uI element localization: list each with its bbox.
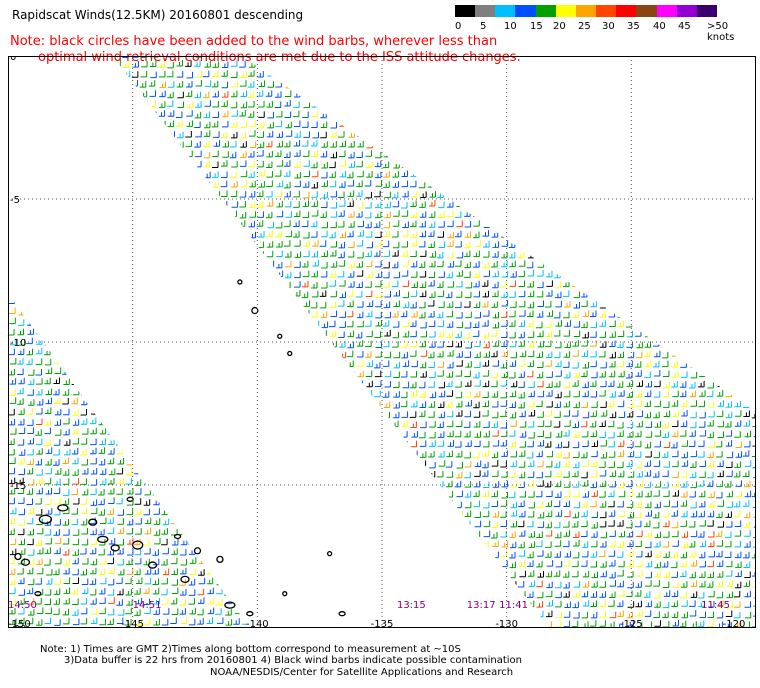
axis-labels: 0 -5 -10 -15 -20-150 -145 -140 -135 -130 -125 -120 [8, 56, 745, 628]
colorbar-swatch [656, 5, 677, 17]
wind-barb-map: 0 -5 -10 -15 -20-150 -145 -140 -135 -130 -125 -120… [8, 56, 756, 628]
island-outline [97, 535, 109, 543]
colorbar-label: 5 [480, 21, 487, 32]
longitude-label: -130 [495, 619, 518, 628]
island-outline [338, 611, 346, 617]
wind-speed-colorbar [455, 5, 718, 17]
longitude-label: -120 [723, 619, 746, 628]
longitude-label: -125 [620, 619, 643, 628]
island-outline [216, 555, 224, 564]
longitude-label: -150 [8, 619, 31, 628]
colorbar-swatch [616, 5, 637, 17]
island-outline [287, 350, 293, 357]
colorbar-label: 45 [678, 21, 691, 32]
island-outline [282, 591, 288, 597]
pass-time-label: 14:51 [133, 600, 162, 611]
island-outline [34, 591, 42, 597]
map-frame [8, 56, 756, 628]
colorbar-swatch [555, 5, 576, 17]
latitude-label: -5 [10, 195, 20, 206]
island-outline [14, 552, 22, 561]
pass-time-label: 13:17 [467, 600, 496, 611]
island-outline [20, 558, 31, 566]
colorbar-swatch [636, 5, 657, 17]
pass-time-label: 11:45 [701, 600, 730, 611]
wind-barbs [8, 293, 250, 606]
island-outline [326, 550, 333, 557]
colorbar-swatch [455, 5, 476, 17]
colorbar-swatch [535, 5, 556, 17]
note-line-2: optimal wind retrieval conditions are me… [38, 50, 521, 65]
colorbar-swatch [475, 5, 496, 17]
wind-swath [8, 293, 250, 626]
island-outlines [14, 279, 346, 617]
longitude-label: -140 [246, 619, 269, 628]
island-outline [110, 544, 120, 552]
pass-time-label: 13:15 [397, 600, 426, 611]
latitude-label: -15 [10, 481, 26, 492]
lat-lon-grid [8, 56, 756, 628]
note-line-1: Note: black circles have been added to t… [10, 34, 498, 49]
pass-time-label: 14:50 [8, 600, 37, 611]
island-outline [277, 333, 283, 339]
longitude-label: -145 [121, 619, 144, 628]
island-outline [173, 533, 182, 540]
colorbar-swatch [676, 5, 697, 17]
contamination-note: Note: black circles have been added to t… [10, 34, 521, 66]
latitude-label: -20 [10, 624, 26, 628]
pass-times: 14:50 14:51 13:15 13:17 11:41 11:45 [8, 600, 730, 611]
island-outline [237, 279, 243, 285]
island-outline [251, 306, 259, 315]
island-outline [88, 518, 98, 526]
island-outline [224, 601, 236, 609]
colorbar-label: 15 [530, 21, 543, 32]
pass-time-label: 11:41 [499, 600, 528, 611]
latitude-label: -10 [10, 338, 26, 349]
wind-barbs [9, 293, 250, 625]
colorbar-swatch [515, 5, 536, 17]
wind-barbs [36, 293, 242, 604]
longitude-label: -135 [371, 619, 394, 628]
colorbar-label: 35 [627, 21, 640, 32]
island-outline [193, 547, 202, 555]
footer-note-2: 3)Data buffer is 22 hrs from 20160801 4)… [64, 655, 522, 666]
map-title: Rapidscat Winds(12.5KM) 20160801 descend… [12, 8, 304, 22]
colorbar-swatch [575, 5, 597, 17]
wind-swath [112, 56, 756, 628]
colorbar-label: 0 [455, 21, 462, 32]
island-outline [180, 575, 190, 584]
colorbar-label: 10 [504, 21, 517, 32]
wind-barbs [8, 307, 250, 605]
colorbar-label: 40 [653, 21, 666, 32]
island-outline [57, 504, 69, 512]
colorbar-labels: 0 5 10 15 20 25 30 35 40 45 >50 knots [455, 21, 755, 43]
footer-note-1: Note: 1) Times are GMT 2)Times along bot… [40, 644, 461, 655]
island-outline [147, 561, 158, 569]
island-outline [126, 496, 134, 502]
island-outline [38, 514, 53, 524]
island-outline [246, 611, 254, 617]
colorbar-label: 20 [553, 21, 566, 32]
island-outline [132, 540, 144, 550]
latitude-label: 0 [10, 56, 16, 63]
colorbar-swatch [495, 5, 516, 17]
colorbar-swatch [696, 5, 718, 17]
footer-credit: NOAA/NESDIS/Center for Satellite Applica… [210, 667, 514, 678]
colorbar-label: >50 knots [707, 21, 735, 43]
colorbar-label: 30 [602, 21, 615, 32]
colorbar-swatch [596, 5, 617, 17]
colorbar-label: 25 [578, 21, 591, 32]
